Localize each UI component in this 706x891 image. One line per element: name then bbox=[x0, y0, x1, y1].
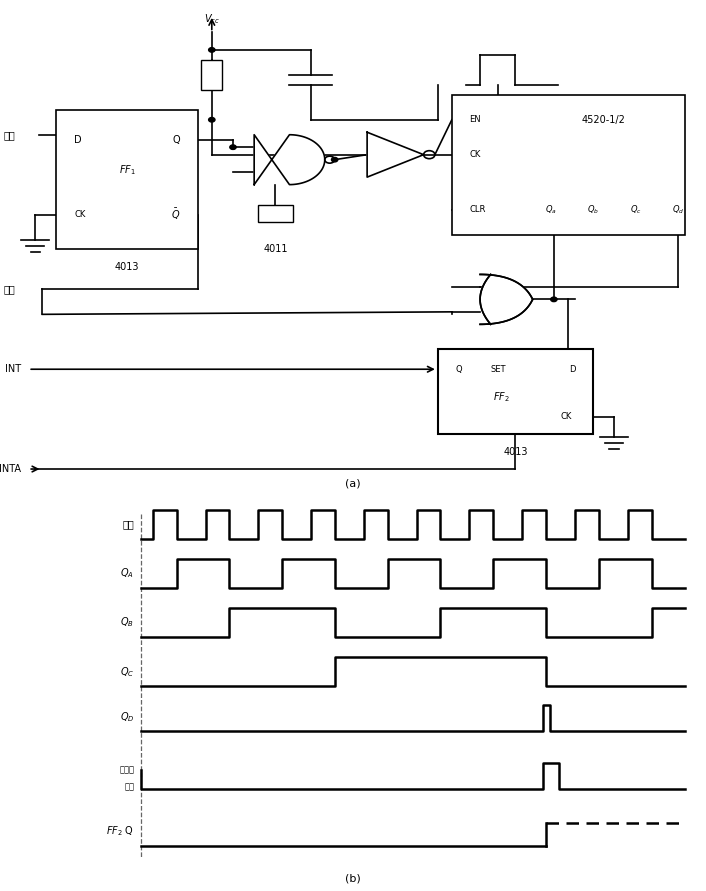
Bar bbox=[438, 349, 593, 434]
Text: EN: EN bbox=[469, 115, 481, 124]
Text: $FF_2$: $FF_2$ bbox=[493, 389, 510, 404]
Text: 4011: 4011 bbox=[263, 244, 287, 255]
Circle shape bbox=[209, 118, 215, 122]
Text: 时钟: 时钟 bbox=[122, 519, 134, 529]
Text: 4520-1/2: 4520-1/2 bbox=[582, 115, 626, 125]
Text: CK: CK bbox=[561, 413, 572, 421]
Text: $Q_a$: $Q_a$ bbox=[545, 203, 556, 216]
Text: CK: CK bbox=[74, 210, 85, 219]
Text: $Q_c$: $Q_c$ bbox=[630, 203, 641, 216]
Text: $Q_B$: $Q_B$ bbox=[120, 616, 134, 629]
Text: $Q_d$: $Q_d$ bbox=[671, 203, 684, 216]
Bar bbox=[56, 110, 198, 249]
Polygon shape bbox=[367, 132, 424, 177]
Text: Q: Q bbox=[172, 135, 180, 144]
Text: $Q_b$: $Q_b$ bbox=[587, 203, 599, 216]
Text: $Q_C$: $Q_C$ bbox=[120, 665, 134, 679]
Text: 计数器: 计数器 bbox=[119, 765, 134, 774]
Text: SET: SET bbox=[491, 364, 506, 373]
Polygon shape bbox=[480, 274, 533, 324]
Text: $FF_1$: $FF_1$ bbox=[119, 163, 136, 176]
Text: 4013: 4013 bbox=[115, 262, 139, 272]
Circle shape bbox=[551, 297, 557, 302]
Text: 启动: 启动 bbox=[4, 130, 16, 140]
Bar bbox=[452, 94, 685, 234]
Text: $V_{cc}$: $V_{cc}$ bbox=[204, 12, 220, 26]
Text: Q: Q bbox=[455, 364, 462, 373]
Text: 4013: 4013 bbox=[503, 446, 527, 456]
Polygon shape bbox=[254, 135, 325, 184]
Text: 停止: 停止 bbox=[4, 284, 16, 294]
Text: $\bar{Q}$: $\bar{Q}$ bbox=[171, 207, 180, 222]
Text: INTA: INTA bbox=[0, 464, 21, 474]
Text: (b): (b) bbox=[345, 874, 361, 884]
Bar bbox=[201, 60, 222, 90]
Bar bbox=[258, 205, 293, 222]
Text: $Q_A$: $Q_A$ bbox=[120, 567, 134, 580]
Text: D: D bbox=[74, 135, 82, 144]
Text: CLR: CLR bbox=[469, 205, 486, 214]
Text: INT: INT bbox=[5, 364, 21, 374]
Polygon shape bbox=[480, 274, 533, 324]
Circle shape bbox=[332, 158, 338, 162]
Text: CK: CK bbox=[469, 151, 481, 159]
Text: 清零: 清零 bbox=[124, 782, 134, 791]
Text: $FF_2$ Q: $FF_2$ Q bbox=[106, 825, 134, 838]
Circle shape bbox=[230, 145, 237, 150]
Text: $Q_D$: $Q_D$ bbox=[119, 710, 134, 723]
Text: D: D bbox=[569, 364, 575, 373]
Text: (a): (a) bbox=[345, 479, 361, 489]
Circle shape bbox=[209, 47, 215, 53]
